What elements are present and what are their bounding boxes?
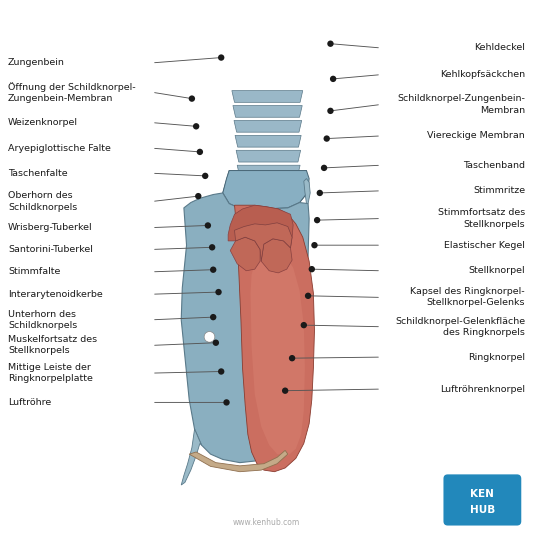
Text: Schildknorpel-Gelenkfläche
des Ringknorpels: Schildknorpel-Gelenkfläche des Ringknorp… <box>395 317 525 337</box>
Circle shape <box>218 54 224 61</box>
Circle shape <box>314 217 320 223</box>
Text: Stellknorpel: Stellknorpel <box>469 266 525 275</box>
Polygon shape <box>230 237 260 271</box>
Text: HUB: HUB <box>470 505 495 514</box>
Polygon shape <box>223 171 309 209</box>
Text: Kehldeckel: Kehldeckel <box>474 44 525 52</box>
Text: Elastischer Kegel: Elastischer Kegel <box>444 241 525 249</box>
Circle shape <box>204 332 215 342</box>
Text: Öffnung der Schildknorpel-
Zungenbein-Membran: Öffnung der Schildknorpel- Zungenbein-Me… <box>8 82 135 103</box>
Circle shape <box>205 222 211 229</box>
Text: KEN: KEN <box>471 489 494 498</box>
Text: Schildknorpel-Zungenbein-
Membran: Schildknorpel-Zungenbein- Membran <box>397 94 525 115</box>
Polygon shape <box>189 450 288 472</box>
Polygon shape <box>236 150 301 162</box>
Polygon shape <box>235 223 292 261</box>
Circle shape <box>218 368 224 375</box>
Text: Luftröhre: Luftröhre <box>8 398 51 407</box>
Text: www.kenhub.com: www.kenhub.com <box>233 518 300 527</box>
Polygon shape <box>181 193 309 463</box>
Circle shape <box>282 387 288 394</box>
Circle shape <box>209 244 215 251</box>
Circle shape <box>223 399 230 406</box>
Circle shape <box>317 190 323 196</box>
Circle shape <box>193 123 199 130</box>
Circle shape <box>210 266 216 273</box>
Polygon shape <box>233 106 302 117</box>
Polygon shape <box>235 135 301 147</box>
Circle shape <box>309 266 315 272</box>
Polygon shape <box>261 239 292 273</box>
Text: Weizenknorpel: Weizenknorpel <box>8 118 78 127</box>
Polygon shape <box>238 180 300 192</box>
Circle shape <box>195 193 201 199</box>
Text: Taschenband: Taschenband <box>463 161 525 169</box>
Polygon shape <box>234 120 302 132</box>
Circle shape <box>305 293 311 299</box>
Text: Luftröhrenknorpel: Luftröhrenknorpel <box>440 385 525 393</box>
Polygon shape <box>235 205 314 472</box>
Text: Wrisberg-Tuberkel: Wrisberg-Tuberkel <box>8 223 93 232</box>
Text: Interarytenoidkerbe: Interarytenoidkerbe <box>8 290 103 298</box>
Polygon shape <box>228 205 293 249</box>
Circle shape <box>324 135 330 142</box>
Circle shape <box>189 95 195 102</box>
Polygon shape <box>304 179 310 204</box>
Polygon shape <box>237 165 300 177</box>
Text: Zungenbein: Zungenbein <box>8 59 65 67</box>
Circle shape <box>301 322 307 328</box>
Circle shape <box>210 314 216 320</box>
Circle shape <box>215 289 222 295</box>
Circle shape <box>213 340 219 346</box>
Text: Ringknorpel: Ringknorpel <box>468 353 525 361</box>
Polygon shape <box>181 429 201 485</box>
Text: Kehlkopfsäckchen: Kehlkopfsäckchen <box>440 70 525 79</box>
FancyBboxPatch shape <box>443 474 521 526</box>
Text: Unterhorn des
Schildknorpels: Unterhorn des Schildknorpels <box>8 310 77 330</box>
Text: Kapsel des Ringknorpel-
Stellknorpel-Gelenks: Kapsel des Ringknorpel- Stellknorpel-Gel… <box>410 287 525 308</box>
Polygon shape <box>232 91 303 102</box>
Circle shape <box>327 108 334 114</box>
Circle shape <box>197 149 203 155</box>
Circle shape <box>321 165 327 171</box>
Circle shape <box>330 76 336 82</box>
Text: Stimmfalte: Stimmfalte <box>8 268 60 276</box>
Text: Stimmfortsatz des
Stellknorpels: Stimmfortsatz des Stellknorpels <box>438 208 525 229</box>
Text: Muskelfortsatz des
Stellknorpels: Muskelfortsatz des Stellknorpels <box>8 335 97 356</box>
Text: Mittige Leiste der
Ringknorpelplatte: Mittige Leiste der Ringknorpelplatte <box>8 363 93 383</box>
Circle shape <box>311 242 318 248</box>
Text: Viereckige Membran: Viereckige Membran <box>427 132 525 140</box>
Polygon shape <box>223 171 308 209</box>
Circle shape <box>289 355 295 361</box>
Circle shape <box>202 173 208 179</box>
Text: Oberhorn des
Schildknorpels: Oberhorn des Schildknorpels <box>8 191 77 212</box>
Text: Taschenfalte: Taschenfalte <box>8 169 68 177</box>
Text: Stimmritze: Stimmritze <box>473 187 525 195</box>
Circle shape <box>327 41 334 47</box>
Text: Santorini-Tuberkel: Santorini-Tuberkel <box>8 245 93 254</box>
Polygon shape <box>251 251 305 456</box>
Text: Aryepiglottische Falte: Aryepiglottische Falte <box>8 144 111 152</box>
